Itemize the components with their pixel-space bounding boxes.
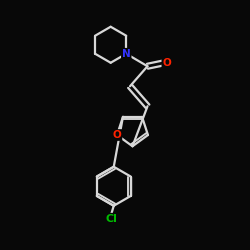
Text: O: O	[162, 58, 171, 68]
Text: O: O	[113, 130, 122, 140]
Text: N: N	[122, 49, 130, 59]
Text: Cl: Cl	[105, 214, 117, 224]
